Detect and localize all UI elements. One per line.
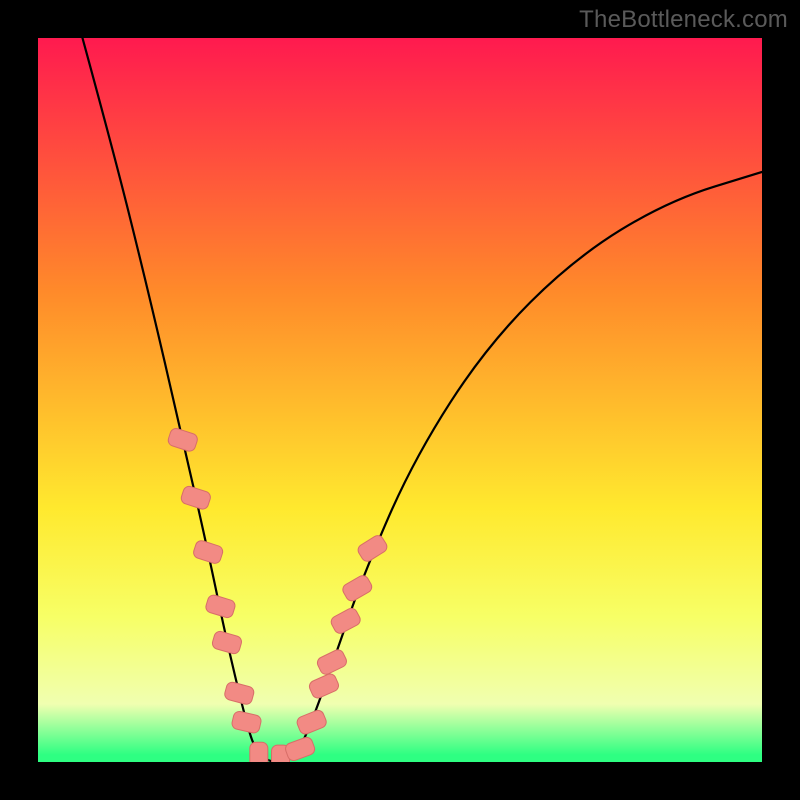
curve-marker [308, 672, 341, 700]
curve-marker [284, 736, 316, 762]
curve-marker [180, 485, 212, 511]
curve-marker [192, 539, 224, 565]
curve-marker [223, 681, 255, 706]
curve-marker [211, 630, 243, 655]
curve-marker [204, 594, 236, 619]
curve-marker [250, 742, 268, 770]
curve-marker [295, 709, 328, 736]
curve-marker [329, 606, 362, 635]
chart-stage: TheBottleneck.com [0, 0, 800, 800]
watermark-text: TheBottleneck.com [579, 6, 788, 34]
curve-layer [0, 0, 800, 800]
curve-marker [231, 710, 262, 734]
curve-marker [167, 427, 199, 453]
bottleneck-curve [71, 0, 762, 762]
curve-marker [356, 533, 389, 563]
curve-marker [341, 573, 374, 603]
curve-marker [315, 648, 348, 676]
curve-markers [167, 427, 389, 773]
